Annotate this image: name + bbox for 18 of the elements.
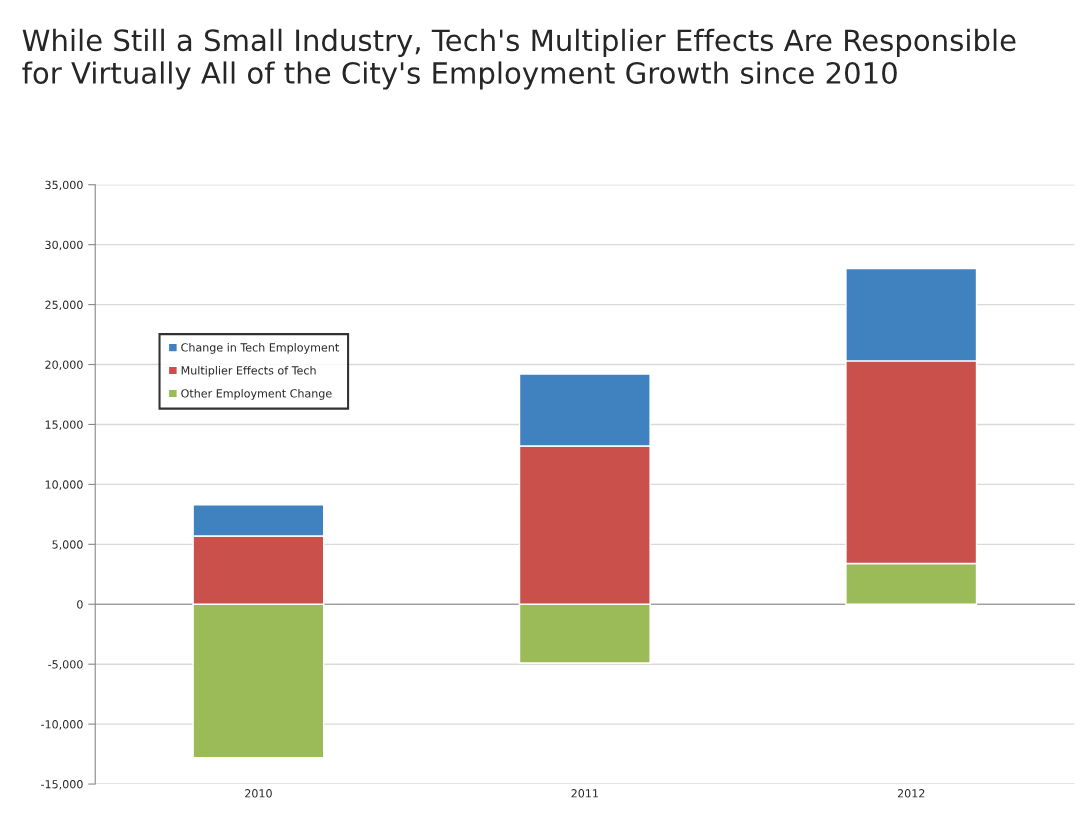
y-tick-label: -15,000 (41, 780, 83, 790)
x-tick-label: 2012 (897, 789, 925, 798)
y-tick-label: 15,000 (45, 420, 83, 430)
y-tick-label: 5,000 (52, 540, 83, 550)
y-tick-label: 10,000 (45, 480, 83, 490)
y-tick-label: -10,000 (41, 720, 83, 730)
legend-label: Change in Tech Employment (181, 343, 339, 354)
chart-title: While Still a Small Industry, Tech's Multiplier Effects Are Responsible for Virtually All of the City's Employment Growth since 2010 (22, 28, 1016, 90)
y-tick-label: 25,000 (45, 300, 83, 311)
y-tick-label: -5,000 (48, 660, 83, 670)
x-tick-label: 2010 (245, 789, 272, 798)
legend-label: Other Employment Change (181, 388, 332, 400)
x-tick-label: 2011 (571, 789, 598, 798)
y-tick-label: 20,000 (45, 360, 83, 371)
y-tick-label: 35,000 (45, 180, 83, 191)
legend-label: Multiplier Effects of Tech (181, 365, 316, 377)
y-tick-label: 30,000 (45, 240, 83, 251)
y-tick-label: 0 (77, 600, 83, 609)
